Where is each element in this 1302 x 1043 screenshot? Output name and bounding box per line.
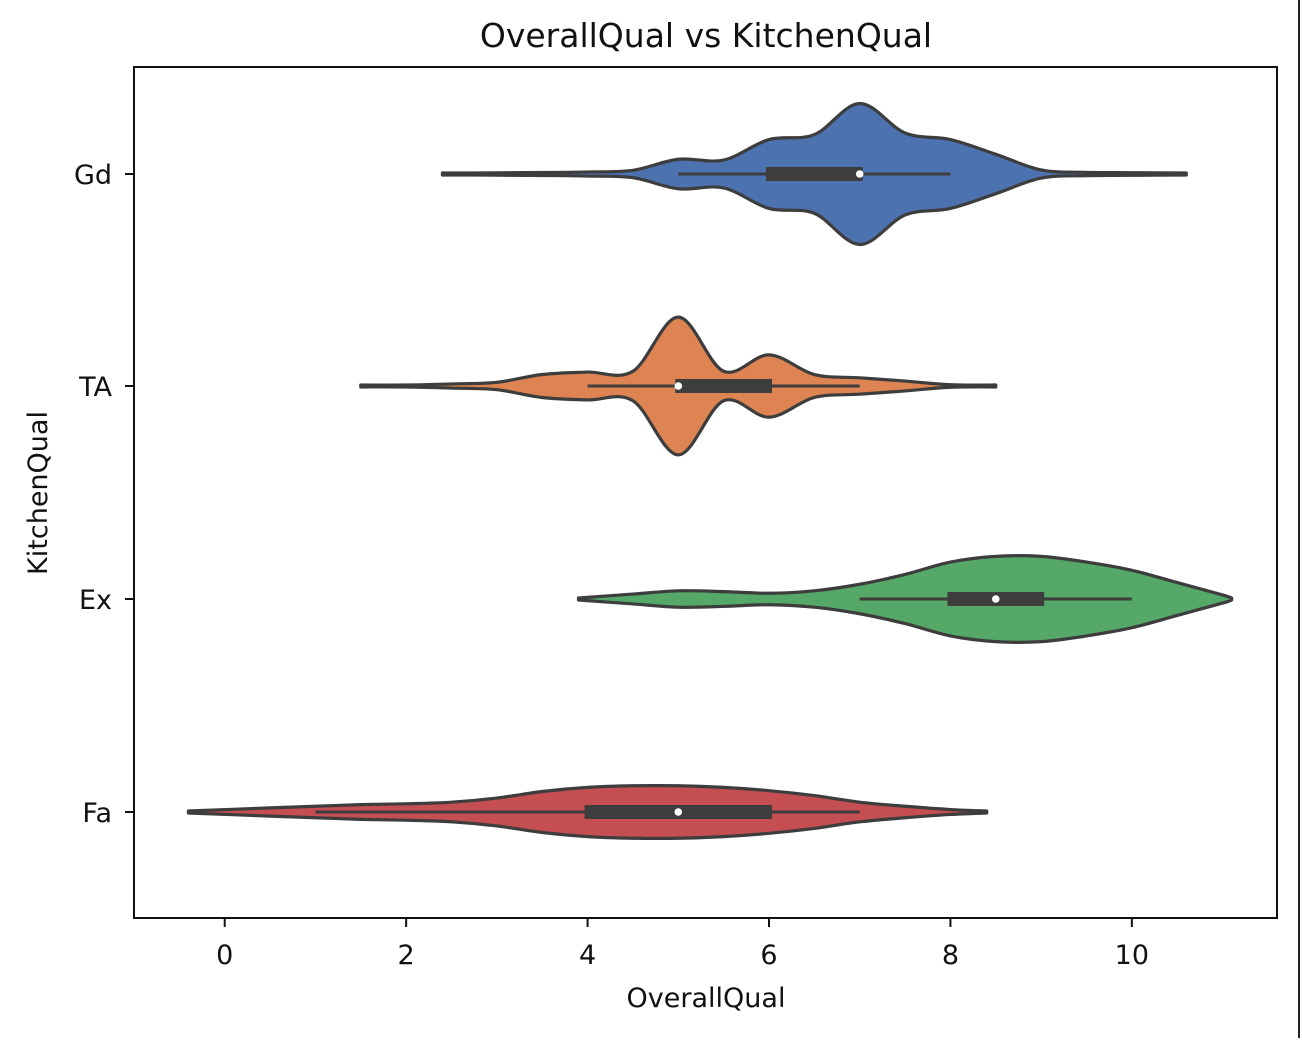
- x-tick-label-4: 4: [579, 940, 596, 971]
- x-axis-label: OverallQual: [627, 983, 786, 1014]
- x-tick-label-8: 8: [942, 940, 959, 971]
- x-tick-label-2: 2: [398, 940, 415, 971]
- x-tick-label-10: 10: [1115, 940, 1149, 971]
- median-dot-fa: [674, 808, 683, 816]
- violin-ta: [359, 315, 998, 457]
- figure-edge-divider: [1298, 0, 1300, 1038]
- violin-ex: [576, 554, 1234, 644]
- y-axis: Gd TA Ex Fa: [74, 160, 134, 829]
- plot-frame: [133, 66, 1278, 919]
- violin-fa: [186, 783, 989, 841]
- y-axis-label: KitchenQual: [23, 411, 54, 575]
- y-tick-label-ex: Ex: [79, 585, 112, 616]
- median-dot-gd: [855, 170, 864, 178]
- y-tick-label-fa: Fa: [82, 798, 112, 829]
- median-dot-ex: [991, 595, 1000, 603]
- violin-gd: [440, 101, 1188, 247]
- iqr-box-ta: [675, 379, 772, 393]
- y-tick-label-gd: Gd: [74, 160, 112, 191]
- iqr-box-gd: [766, 167, 863, 181]
- median-dot-ta: [674, 382, 683, 390]
- x-tick-label-0: 0: [216, 940, 233, 971]
- violin-layer: [186, 101, 1234, 841]
- x-tick-label-6: 6: [760, 940, 777, 971]
- y-tick-label-ta: TA: [78, 372, 112, 403]
- chart-title: OverallQual vs KitchenQual: [480, 16, 932, 55]
- x-axis: 0 2 4 6 8 10: [216, 918, 1149, 971]
